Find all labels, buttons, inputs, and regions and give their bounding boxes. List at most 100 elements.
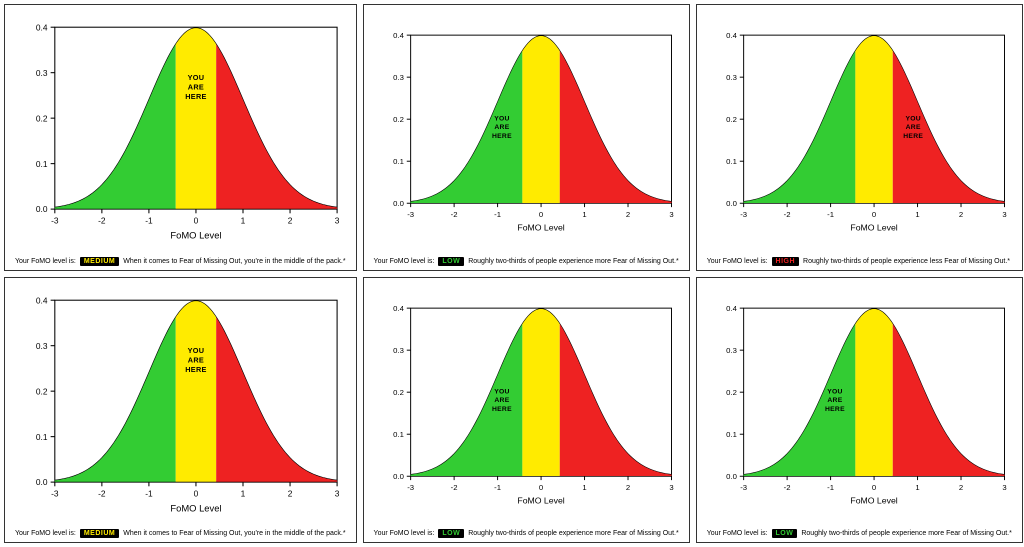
chart-wrap: 0.00.10.20.30.4-3-2-10123FoMO LevelYOUAR… bbox=[13, 11, 348, 253]
y-tick-label: 0.0 bbox=[36, 477, 48, 487]
y-tick-label: 0.2 bbox=[393, 115, 404, 124]
y-tick-label: 0.3 bbox=[726, 73, 737, 82]
x-tick-label: 3 bbox=[669, 482, 673, 491]
low-region bbox=[55, 316, 176, 481]
x-tick-label: -3 bbox=[740, 210, 747, 219]
y-tick-label: 0.2 bbox=[393, 388, 404, 397]
caption-tail: Roughly two-thirds of people experience … bbox=[803, 258, 1010, 265]
x-tick-label: 2 bbox=[288, 488, 293, 498]
fomo-panel: 0.00.10.20.30.4-3-2-10123FoMO LevelYOUAR… bbox=[4, 277, 357, 544]
x-tick-label: 2 bbox=[959, 482, 963, 491]
high-region bbox=[559, 323, 671, 476]
x-axis-title: FoMO Level bbox=[170, 229, 221, 240]
x-tick-label: -1 bbox=[494, 210, 501, 219]
marker-text-line: HERE bbox=[825, 405, 845, 412]
x-tick-label: 0 bbox=[538, 482, 542, 491]
x-tick-label: 1 bbox=[582, 482, 586, 491]
fomo-panel: 0.00.10.20.30.4-3-2-10123FoMO LevelYOUAR… bbox=[696, 4, 1023, 271]
medium-region bbox=[522, 36, 559, 204]
chart-grid: 0.00.10.20.30.4-3-2-10123FoMO LevelYOUAR… bbox=[4, 4, 1020, 543]
fomo-panel: 0.00.10.20.30.4-3-2-10123FoMO LevelYOUAR… bbox=[4, 4, 357, 271]
fomo-bell-chart: 0.00.10.20.30.4-3-2-10123FoMO LevelYOUAR… bbox=[13, 284, 348, 526]
x-tick-label: -1 bbox=[827, 482, 834, 491]
y-tick-label: 0.3 bbox=[393, 73, 404, 82]
y-tick-label: 0.0 bbox=[726, 199, 737, 208]
x-tick-label: 0 bbox=[538, 210, 542, 219]
fomo-bell-chart: 0.00.10.20.30.4-3-2-10123FoMO LevelYOUAR… bbox=[13, 11, 348, 253]
marker-text-line: ARE bbox=[494, 397, 509, 404]
fomo-bell-chart: 0.00.10.20.30.4-3-2-10123FoMO LevelYOUAR… bbox=[705, 284, 1014, 526]
x-tick-label: 2 bbox=[625, 482, 629, 491]
low-region bbox=[743, 50, 855, 203]
marker-text-line: ARE bbox=[188, 355, 204, 364]
fomo-panel: 0.00.10.20.30.4-3-2-10123FoMO LevelYOUAR… bbox=[363, 4, 690, 271]
low-region bbox=[55, 44, 176, 209]
marker-text-line: YOU bbox=[188, 345, 205, 354]
marker-text-line: HERE bbox=[185, 364, 207, 373]
x-tick-label: -3 bbox=[740, 482, 747, 491]
x-tick-label: 1 bbox=[241, 216, 246, 226]
x-tick-label: -1 bbox=[827, 210, 834, 219]
caption-tail: When it comes to Fear of Missing Out, yo… bbox=[123, 530, 345, 537]
y-tick-label: 0.4 bbox=[726, 304, 737, 313]
y-tick-label: 0.0 bbox=[393, 199, 404, 208]
marker-text-line: ARE bbox=[905, 124, 920, 131]
x-tick-label: 1 bbox=[582, 210, 586, 219]
y-tick-label: 0.3 bbox=[36, 340, 48, 350]
caption-prefix: Your FoMO level is: bbox=[15, 530, 76, 537]
caption-tail: When it comes to Fear of Missing Out, yo… bbox=[123, 258, 345, 265]
x-tick-label: -3 bbox=[407, 482, 414, 491]
chart-wrap: 0.00.10.20.30.4-3-2-10123FoMO LevelYOUAR… bbox=[705, 284, 1014, 526]
chart-wrap: 0.00.10.20.30.4-3-2-10123FoMO LevelYOUAR… bbox=[13, 284, 348, 526]
fomo-panel: 0.00.10.20.30.4-3-2-10123FoMO LevelYOUAR… bbox=[696, 277, 1023, 544]
panel-caption: Your FoMO level is:LOWRoughly two-thirds… bbox=[372, 253, 681, 266]
y-tick-label: 0.1 bbox=[726, 430, 737, 439]
x-axis-title: FoMO Level bbox=[170, 502, 221, 513]
high-region bbox=[216, 316, 337, 481]
fomo-level-badge: MEDIUM bbox=[80, 529, 119, 538]
x-tick-label: -2 bbox=[450, 210, 457, 219]
medium-region bbox=[176, 28, 216, 209]
y-tick-label: 0.3 bbox=[726, 346, 737, 355]
fomo-level-badge: LOW bbox=[772, 529, 798, 538]
fomo-level-badge: HIGH bbox=[772, 257, 800, 266]
x-tick-label: 0 bbox=[194, 488, 199, 498]
medium-region bbox=[522, 308, 559, 476]
y-tick-label: 0.4 bbox=[36, 295, 48, 305]
y-tick-label: 0.1 bbox=[393, 157, 404, 166]
x-axis-title: FoMO Level bbox=[517, 495, 564, 505]
x-tick-label: 3 bbox=[1002, 210, 1006, 219]
x-tick-label: 0 bbox=[872, 210, 876, 219]
marker-text-line: YOU bbox=[494, 115, 510, 122]
x-tick-label: 1 bbox=[915, 210, 919, 219]
caption-prefix: Your FoMO level is: bbox=[707, 258, 768, 265]
y-tick-label: 0.0 bbox=[726, 472, 737, 481]
fomo-level-badge: MEDIUM bbox=[80, 257, 119, 266]
y-tick-label: 0.3 bbox=[36, 68, 48, 78]
caption-prefix: Your FoMO level is: bbox=[374, 258, 435, 265]
x-tick-label: -2 bbox=[783, 482, 790, 491]
y-tick-label: 0.2 bbox=[726, 115, 737, 124]
x-tick-label: -2 bbox=[783, 210, 790, 219]
y-tick-label: 0.4 bbox=[726, 31, 737, 40]
marker-text-line: YOU bbox=[827, 388, 843, 395]
panel-caption: Your FoMO level is: MEDIUM When it comes t… bbox=[13, 525, 348, 538]
x-tick-label: 2 bbox=[625, 210, 629, 219]
you-are-here-marker: YOUAREHERE bbox=[185, 345, 207, 373]
x-tick-label: 0 bbox=[872, 482, 876, 491]
you-are-here-marker: YOUAREHERE bbox=[903, 115, 923, 139]
caption-tail: Roughly two-thirds of people experience … bbox=[468, 258, 679, 265]
medium-region bbox=[855, 36, 892, 204]
x-tick-label: 1 bbox=[915, 482, 919, 491]
caption-prefix: Your FoMO level is: bbox=[15, 258, 76, 265]
chart-wrap: 0.00.10.20.30.4-3-2-10123FoMO LevelYOUAR… bbox=[372, 284, 681, 526]
marker-text-line: HERE bbox=[903, 133, 923, 140]
y-tick-label: 0.0 bbox=[393, 472, 404, 481]
x-tick-label: -1 bbox=[145, 216, 153, 226]
x-axis-title: FoMO Level bbox=[850, 495, 897, 505]
y-tick-label: 0.4 bbox=[393, 31, 404, 40]
x-axis-title: FoMO Level bbox=[517, 222, 564, 232]
x-tick-label: -3 bbox=[51, 216, 59, 226]
you-are-here-marker: YOUAREHERE bbox=[492, 388, 512, 412]
marker-text-line: HERE bbox=[492, 133, 512, 140]
